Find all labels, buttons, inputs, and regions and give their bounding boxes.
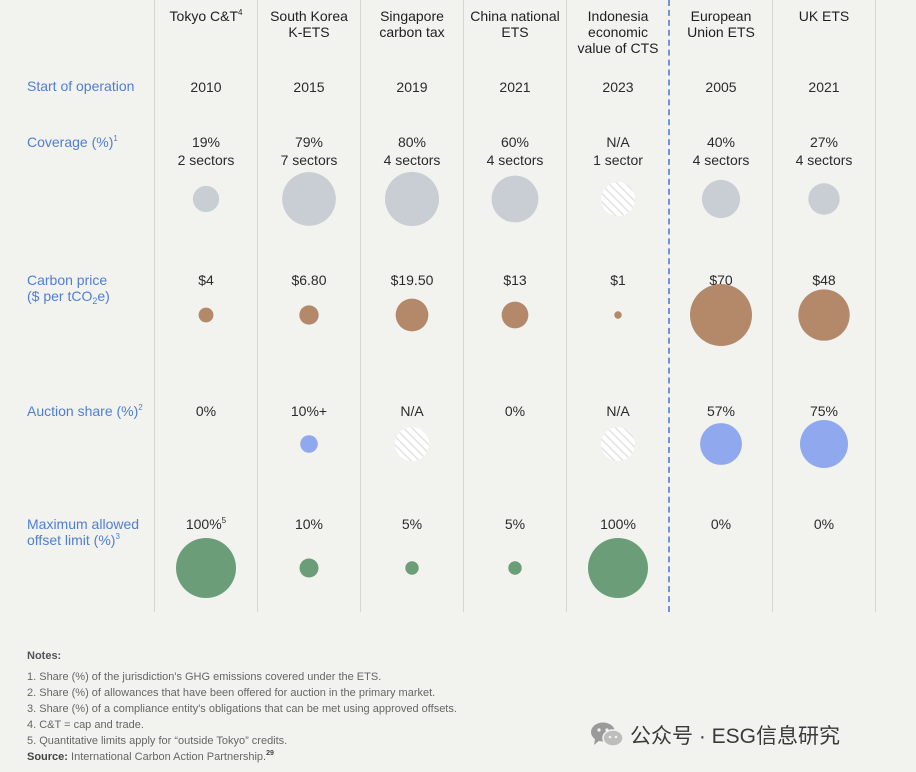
price-bubble: [198, 307, 214, 323]
price-value: $48: [812, 272, 836, 288]
watermark-text: 公众号 · ESG信息研究: [630, 725, 841, 748]
auction-na-bubble: [601, 427, 635, 461]
coverage-value: N/A 1 sector: [593, 134, 643, 168]
coverage-bubble: [192, 185, 220, 213]
price-value: $1: [610, 272, 626, 288]
offset-bubble: [508, 561, 522, 575]
column-header: European Union ETS: [687, 8, 755, 40]
price-value: $13: [503, 272, 527, 288]
row-label-coverage: Coverage (%)1: [27, 134, 118, 150]
wechat-icon: [591, 722, 624, 747]
auction-value: 0%: [195, 403, 217, 419]
auction-na-bubble: [395, 427, 429, 461]
coverage-na-bubble: [601, 182, 635, 216]
start-year: 2021: [499, 79, 531, 95]
price-value: $6.80: [291, 272, 327, 288]
note-item: 2. Share (%) of allowances that have bee…: [27, 687, 436, 699]
column-divider: [566, 0, 567, 612]
auction-value: 0%: [504, 403, 526, 419]
column-divider: [772, 0, 773, 612]
offset-bubble: [299, 558, 319, 578]
column-header: China national ETS: [470, 8, 560, 40]
offset-bubble: [588, 538, 648, 598]
price-value: $19.50: [390, 272, 434, 288]
offset-bubble: [176, 538, 236, 598]
price-bubble: [798, 289, 850, 341]
source-line: Source: International Carbon Action Part…: [27, 750, 274, 763]
row-label-start: Start of operation: [27, 78, 135, 94]
column-header: Tokyo C&T4: [169, 8, 243, 24]
coverage-value: 19% 2 sectors: [177, 134, 235, 168]
coverage-value: 40% 4 sectors: [692, 134, 750, 168]
note-item: 5. Quantitative limits apply for “outsid…: [27, 735, 288, 747]
price-value: $4: [198, 272, 214, 288]
auction-bubble: [300, 435, 318, 453]
coverage-bubble: [701, 179, 741, 219]
price-bubble: [614, 311, 622, 319]
column-header: South Korea K-ETS: [270, 8, 348, 40]
column-header: Indonesia economic value of CTS: [577, 8, 659, 56]
column-divider: [463, 0, 464, 612]
offset-bubble: [405, 561, 419, 575]
coverage-bubble: [385, 172, 439, 226]
auction-value: 57%: [706, 403, 736, 419]
start-year: 2010: [190, 79, 222, 95]
coverage-value: 79% 7 sectors: [280, 134, 338, 168]
row-label-auction: Auction share (%)2: [27, 403, 143, 419]
column-divider: [154, 0, 155, 612]
notes-heading: Notes:: [27, 650, 62, 662]
auction-bubble: [800, 420, 848, 468]
row-label-price: Carbon price ($ per tCO2e): [27, 272, 110, 306]
column-divider: [257, 0, 258, 612]
start-year: 2005: [705, 79, 737, 95]
auction-value: N/A: [606, 403, 630, 419]
start-year: 2019: [396, 79, 428, 95]
column-divider: [875, 0, 876, 612]
auction-value: 10%+: [290, 403, 328, 419]
note-item: 4. C&T = cap and trade.: [27, 719, 144, 731]
offset-value: 10%: [294, 516, 324, 532]
column-header: UK ETS: [798, 8, 850, 24]
coverage-bubble: [282, 172, 336, 226]
offset-value: 0%: [710, 516, 732, 532]
auction-value: N/A: [400, 403, 424, 419]
price-value: $70: [709, 272, 733, 288]
start-year: 2023: [602, 79, 634, 95]
coverage-bubble: [808, 183, 840, 215]
note-item: 3. Share (%) of a compliance entity's ob…: [27, 703, 457, 715]
price-bubble: [690, 284, 752, 346]
price-bubble: [299, 305, 319, 325]
offset-value: 5%: [401, 516, 423, 532]
price-bubble: [501, 301, 529, 329]
auction-bubble: [700, 423, 742, 465]
start-year: 2021: [808, 79, 840, 95]
watermark: 公众号 · ESG信息研究: [590, 720, 840, 750]
column-divider: [360, 0, 361, 612]
price-bubble: [395, 298, 429, 332]
offset-value: 0%: [813, 516, 835, 532]
notes-block: Notes: 1. Share (%) of the jurisdiction'…: [27, 648, 587, 765]
offset-value: 5%: [504, 516, 526, 532]
auction-value: 75%: [809, 403, 839, 419]
bubble-layer: [176, 172, 850, 598]
coverage-value: 80% 4 sectors: [383, 134, 441, 168]
offset-value: 100%5: [185, 516, 227, 532]
start-year: 2015: [293, 79, 325, 95]
offset-value: 100%: [600, 516, 636, 532]
ets-group-divider: [668, 0, 670, 612]
column-header: Singapore carbon tax: [379, 8, 445, 40]
coverage-bubble: [491, 175, 539, 223]
coverage-value: 27% 4 sectors: [795, 134, 853, 168]
note-item: 1. Share (%) of the jurisdiction's GHG e…: [27, 671, 382, 683]
coverage-value: 60% 4 sectors: [486, 134, 544, 168]
row-label-offset: Maximum allowed offset limit (%)3: [27, 516, 140, 548]
